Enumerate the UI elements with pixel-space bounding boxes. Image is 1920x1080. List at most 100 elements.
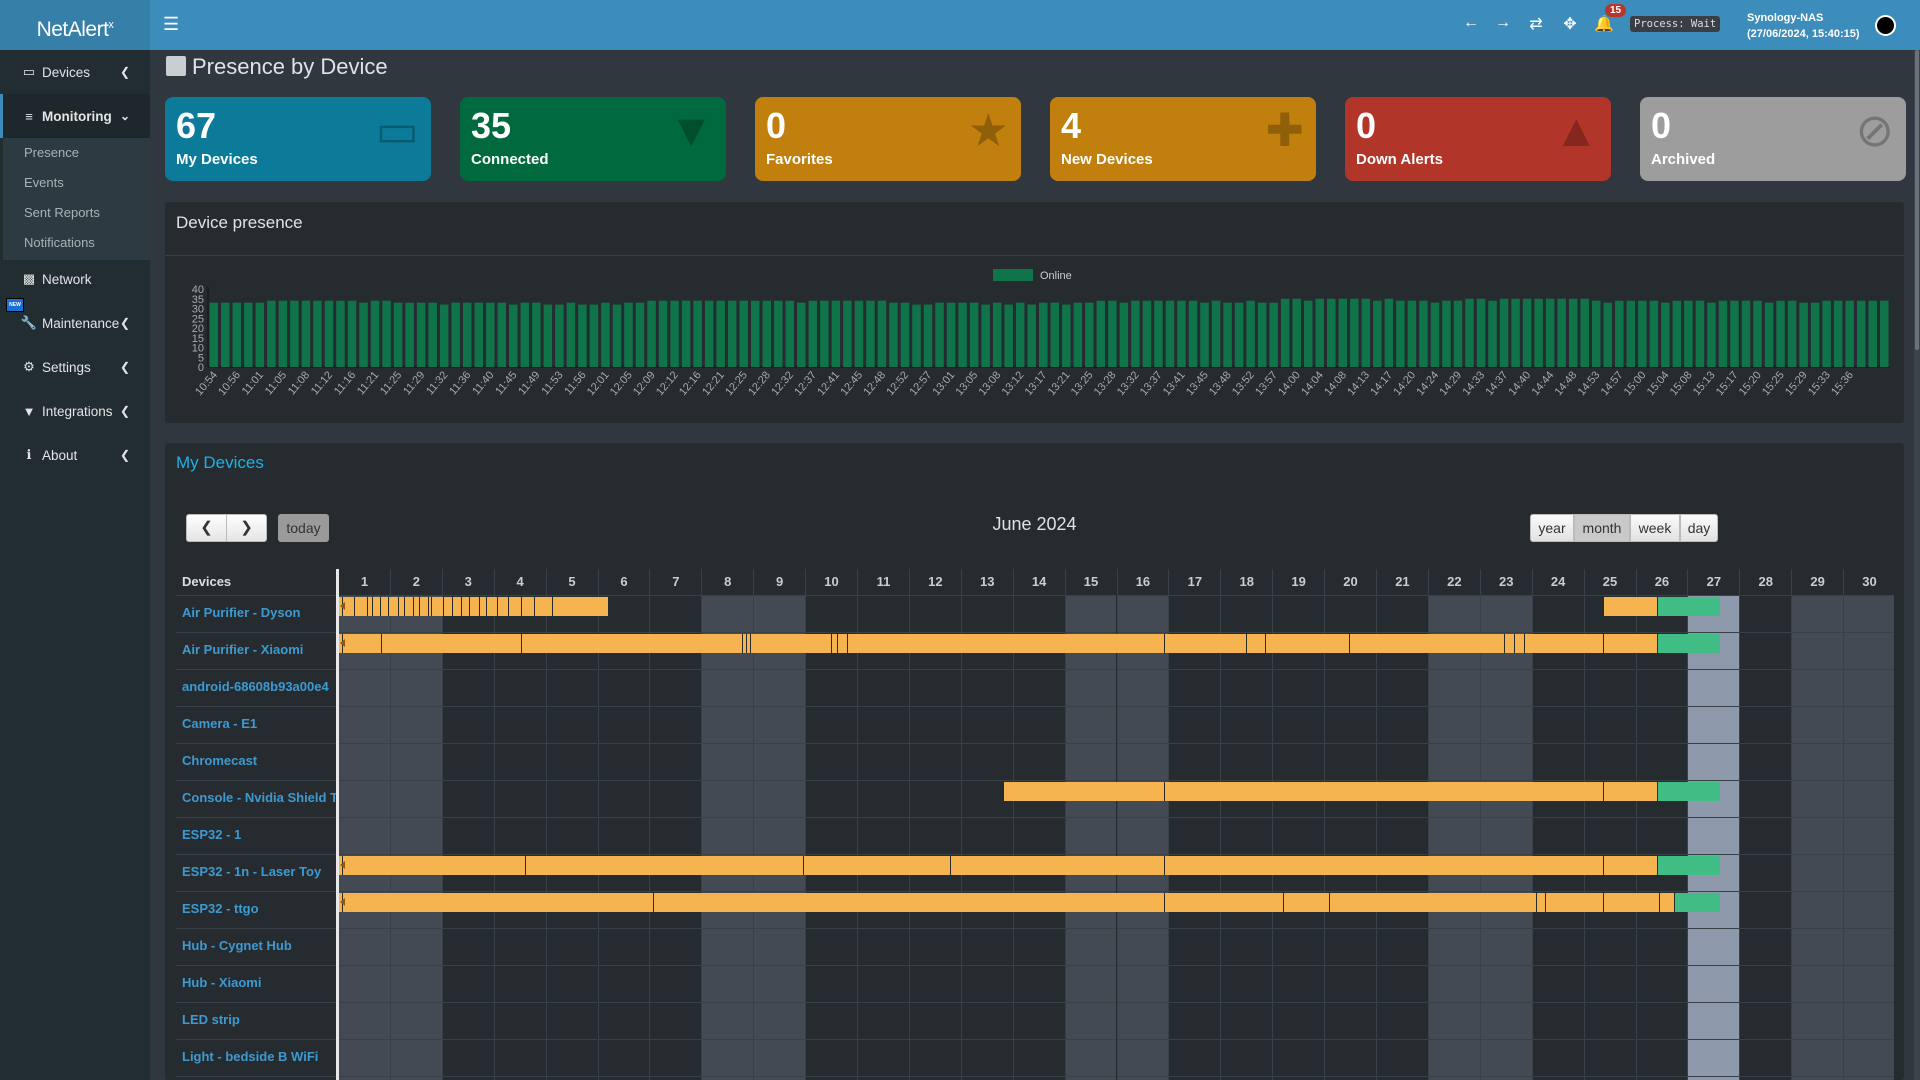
online-now-bar[interactable] [1658,782,1720,801]
user-avatar[interactable] [1875,15,1896,36]
presence-bar[interactable] [951,856,1165,875]
presence-bar[interactable] [420,597,429,616]
app-logo[interactable]: NetAlertx [0,0,150,50]
presence-bar[interactable] [743,634,747,653]
stat-card-my-devices[interactable]: 67 My Devices ▭ [165,97,431,181]
stat-card-down-alerts[interactable]: 0 Down Alerts ▲ [1345,97,1611,181]
device-name-link[interactable]: Camera - E1 [176,706,338,743]
presence-bar[interactable] [487,597,499,616]
submenu-notifications[interactable]: Notifications [24,235,95,250]
presence-bar[interactable] [1350,634,1506,653]
presence-bar[interactable] [509,597,522,616]
sidebar-item-maintenance[interactable]: 🔧 Maintenance ❮ [0,301,150,345]
device-name-link[interactable]: Hub - Cygnet Hub [176,928,338,965]
presence-bar[interactable] [432,597,445,616]
view-week-button[interactable]: week [1630,514,1680,542]
presence-bar[interactable] [498,597,510,616]
presence-bar[interactable] [1266,634,1351,653]
presence-bar[interactable] [535,597,554,616]
presence-bar[interactable] [381,597,390,616]
online-now-bar[interactable] [1658,597,1720,616]
presence-bar[interactable] [1537,893,1546,912]
presence-bar[interactable] [382,634,522,653]
presence-bar[interactable] [837,634,848,653]
online-now-bar[interactable] [1658,634,1720,653]
presence-bar[interactable] [1604,597,1659,616]
presence-bar[interactable] [413,597,420,616]
sidebar-item-about[interactable]: ℹ About ❮ [0,433,150,477]
device-name-link[interactable]: Console - Nvidia Shield TV [176,780,338,817]
forward-arrow-icon[interactable]: → [1495,14,1511,31]
presence-bar[interactable] [428,597,433,616]
presence-bar[interactable] [1164,856,1605,875]
sidebar-item-network[interactable]: ▩ Network [0,257,150,301]
view-year-button[interactable]: year [1530,514,1574,542]
today-button[interactable]: today [278,514,329,542]
back-arrow-icon[interactable]: ← [1463,14,1479,31]
device-name-link[interactable]: ESP32 - ttgo [176,891,338,928]
presence-bar[interactable] [1524,634,1605,653]
presence-bar[interactable] [553,597,609,616]
presence-bar[interactable] [1164,634,1247,653]
presence-bar[interactable] [1283,893,1331,912]
presence-bar[interactable] [1515,634,1525,653]
bell-icon[interactable]: 🔔 [1594,16,1614,33]
submenu-presence[interactable]: Presence [24,145,79,160]
stat-card-new-devices[interactable]: 4 New Devices ✚ [1050,97,1316,181]
presence-bar[interactable] [526,856,804,875]
presence-bar[interactable] [342,634,383,653]
stat-card-connected[interactable]: 35 Connected ▼ [460,97,726,181]
presence-bar[interactable] [1246,634,1267,653]
presence-bar[interactable] [521,597,536,616]
presence-bar[interactable] [521,634,744,653]
online-now-bar[interactable] [1658,856,1720,875]
presence-bar[interactable] [373,597,382,616]
presence-bar[interactable] [1604,782,1659,801]
page-scrollbar[interactable] [1914,50,1920,1080]
presence-bar[interactable] [1004,782,1165,801]
presence-bar[interactable] [355,597,368,616]
submenu-sent-reports[interactable]: Sent Reports [24,205,100,220]
presence-bar[interactable] [1659,893,1676,912]
device-name-link[interactable] [176,1076,338,1080]
scrollbar-thumb[interactable] [1915,50,1919,350]
presence-bar[interactable] [831,634,838,653]
presence-bar[interactable] [803,856,952,875]
presence-bar[interactable] [746,634,751,653]
device-name-link[interactable]: Light - bedside B WiFi [176,1039,338,1076]
presence-bar[interactable] [399,597,406,616]
presence-bar[interactable] [750,634,832,653]
presence-bar[interactable] [654,893,1165,912]
device-name-link[interactable]: Air Purifier - Xiaomi [176,632,338,669]
notification-count-badge[interactable]: 15 [1605,4,1627,17]
device-name-link[interactable]: Hub - Xiaomi [176,965,338,1002]
next-month-button[interactable]: ❯ [226,514,267,542]
presence-bar[interactable] [1604,856,1659,875]
sidebar-item-integrations[interactable]: ▼ Integrations ❮ [0,389,150,433]
presence-bar[interactable] [389,597,400,616]
stat-card-favorites[interactable]: 0 Favorites ★ [755,97,1021,181]
online-now-bar[interactable] [1675,893,1720,912]
move-icon[interactable]: ✥ [1563,16,1577,33]
presence-bar[interactable] [1604,634,1659,653]
device-name-link[interactable]: LED strip [176,1002,338,1039]
presence-bar[interactable] [342,856,527,875]
presence-bar[interactable] [1604,893,1660,912]
sidebar-item-devices[interactable]: ▭ Devices ❮ [0,50,150,94]
presence-bar[interactable] [1545,893,1605,912]
device-name-link[interactable]: Air Purifier - Dyson [176,595,338,632]
device-name-link[interactable]: Chromecast [176,743,338,780]
presence-bar[interactable] [470,597,481,616]
presence-bar[interactable] [342,893,655,912]
device-name-link[interactable]: ESP32 - 1n - Laser Toy [176,854,338,891]
presence-bar[interactable] [1164,893,1284,912]
view-month-button[interactable]: month [1574,514,1630,542]
presence-bar[interactable] [1505,634,1516,653]
presence-bar[interactable] [342,597,356,616]
view-day-button[interactable]: day [1680,514,1718,542]
prev-month-button[interactable]: ❮ [186,514,227,542]
presence-bar[interactable] [444,597,454,616]
presence-bar[interactable] [1164,782,1605,801]
presence-bar[interactable] [1330,893,1538,912]
presence-bar[interactable] [367,597,374,616]
